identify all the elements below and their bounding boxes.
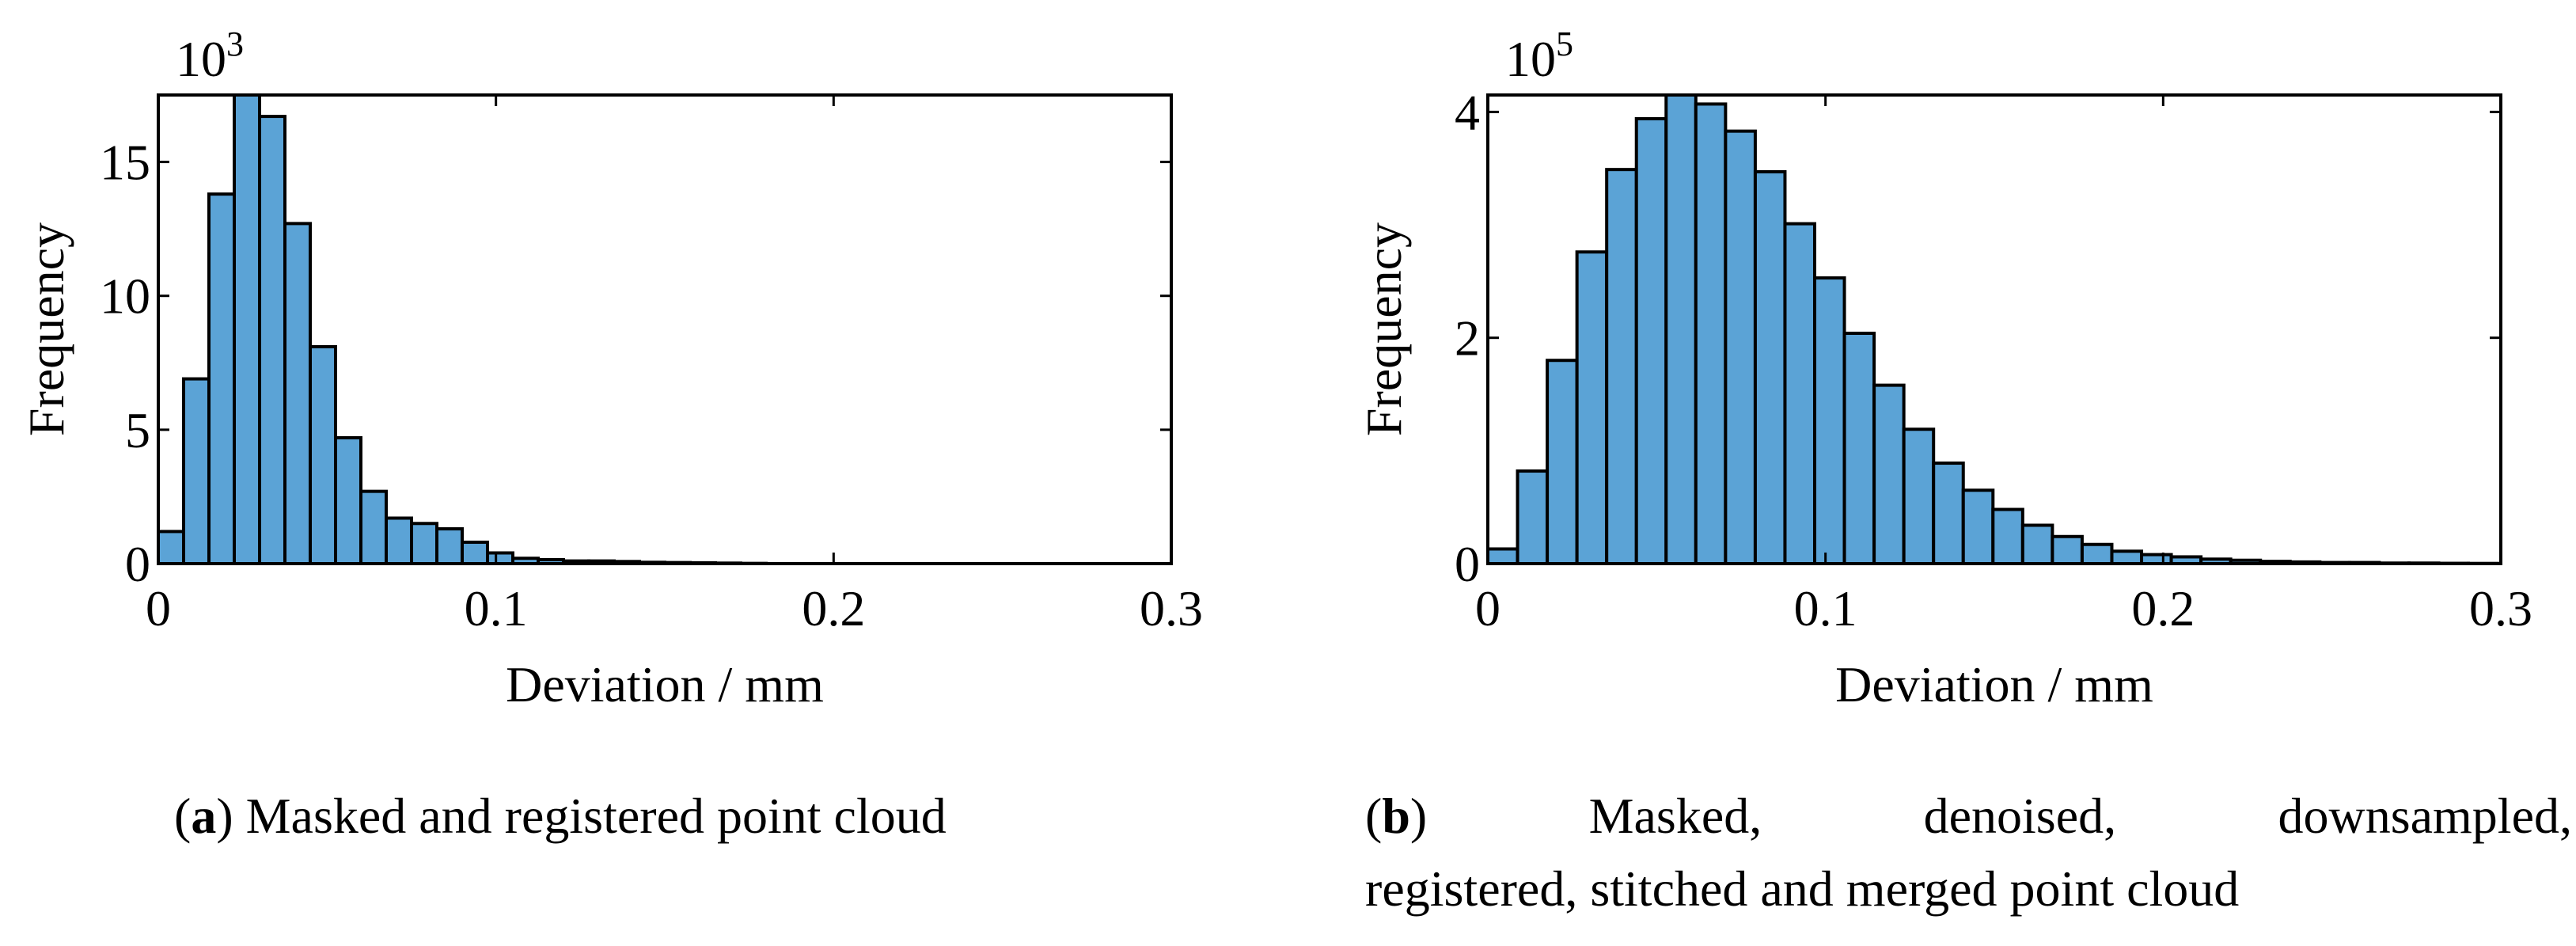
caption-b-word-2: Masked, — [1588, 788, 1762, 844]
histogram-panel-a: 0 0.1 0.2 0.3 0 5 10 15 103 Deviation / mm Freq… — [18, 25, 1203, 712]
histogram-bar-a — [486, 551, 514, 565]
histogram-bar-b — [1753, 170, 1787, 565]
y-tick-label-a: 15 — [100, 135, 150, 191]
y-tick-label-b: 2 — [1455, 310, 1480, 367]
caption-b-line1: (b) Masked, denoised, downsampled, — [1365, 780, 2572, 853]
histogram-bar-b — [1605, 168, 1638, 566]
y-tick-label-a: 0 — [125, 536, 150, 592]
x-tick-label-a: 0.1 — [465, 580, 528, 636]
axes-frame-a — [157, 93, 1173, 565]
histogram-bar-a — [410, 522, 438, 565]
axes-frame-b — [1486, 93, 2502, 565]
figure: 0 0.1 0.2 0.3 0 5 10 15 103 Deviation / mm Freq… — [18, 25, 2532, 712]
histogram-bar-a — [258, 115, 286, 565]
histogram-bar-a — [157, 530, 185, 565]
histogram-bar-b — [1546, 359, 1579, 565]
caption-b-line2: registered, stitched and merged point cl… — [1365, 861, 2240, 917]
caption-a-label: a — [191, 788, 217, 844]
histogram-bar-b — [1932, 462, 1965, 565]
histogram-bar-b — [1961, 488, 1995, 565]
histogram-bar-a — [385, 516, 413, 566]
y-axis-label-b: Frequency — [1356, 222, 1412, 436]
ticks-a: 0 0.1 0.2 0.3 0 5 10 15 — [100, 95, 1203, 636]
histogram-bar-b — [1694, 102, 1728, 565]
x-tick-label-b: 0.3 — [2469, 580, 2532, 636]
y-tick-label-a: 5 — [125, 402, 150, 458]
y-axis-label-a: Frequency — [18, 222, 74, 436]
histogram-bar-b — [1634, 116, 1668, 566]
histogram-bar-a — [334, 436, 362, 566]
bars-a — [157, 93, 768, 566]
x-tick-label-a: 0 — [146, 580, 171, 636]
histogram-bar-b — [1813, 276, 1846, 565]
caption-a-text: Masked and registered point cloud — [245, 788, 947, 844]
histogram-bar-a — [359, 489, 388, 565]
y-exponent-a: 103 — [176, 25, 244, 87]
x-axis-label-b: Deviation / mm — [1835, 656, 2153, 712]
histogram-bar-a — [309, 344, 337, 565]
caption-b-label: b — [1382, 788, 1410, 844]
histogram-bar-b — [1991, 507, 2024, 565]
histogram-bar-a — [182, 377, 211, 565]
y-tick-label-b: 0 — [1455, 536, 1480, 592]
histogram-bar-b — [1902, 427, 1936, 565]
histogram-bar-b — [1724, 129, 1757, 565]
histogram-bar-b — [1575, 250, 1609, 565]
caption-b-word-1: (b) — [1365, 788, 1428, 844]
caption-b: (b) Masked, denoised, downsampled, regis… — [1365, 780, 2576, 925]
x-tick-label-b: 0 — [1475, 580, 1500, 636]
histogram-bar-a — [207, 192, 236, 565]
y-tick-label-a: 10 — [100, 268, 150, 325]
x-tick-label-a: 0.2 — [802, 580, 865, 636]
x-axis-label-a: Deviation / mm — [506, 656, 824, 712]
histogram-bar-b — [1516, 469, 1550, 565]
histogram-bar-a — [233, 93, 261, 565]
histogram-bar-b — [2110, 549, 2144, 565]
histogram-bar-b — [2080, 542, 2114, 565]
histogram-bar-b — [1783, 222, 1817, 565]
histogram-bar-b — [1872, 383, 1906, 566]
x-tick-label-b: 0.1 — [1794, 580, 1857, 636]
histogram-bar-b — [1842, 331, 1876, 565]
histogram-bar-b — [1486, 547, 1519, 566]
histogram-bar-a — [435, 527, 464, 565]
x-tick-label-b: 0.2 — [2131, 580, 2195, 636]
ticks-b: 0 0.1 0.2 0.3 0 2 4 — [1455, 84, 2532, 636]
caption-a: (a) Masked and registered point cloud — [174, 788, 947, 844]
histogram-bar-b — [1664, 93, 1698, 565]
y-tick-label-b: 4 — [1455, 84, 1480, 140]
caption-b-word-4: downsampled, — [2278, 788, 2572, 844]
caption-b-word-3: denoised, — [1923, 788, 2117, 844]
histogram-panel-b: 0 0.1 0.2 0.3 0 2 4 105 Deviation / mm Frequen… — [1356, 25, 2532, 712]
histogram-bar-a — [461, 540, 489, 565]
y-exponent-b: 105 — [1505, 25, 1573, 87]
histogram-bar-b — [2020, 523, 2054, 565]
histogram-bar-a — [283, 222, 312, 565]
bars-b — [1486, 93, 2500, 566]
x-tick-label-a: 0.3 — [1140, 580, 1203, 636]
histogram-bar-b — [2051, 534, 2084, 565]
